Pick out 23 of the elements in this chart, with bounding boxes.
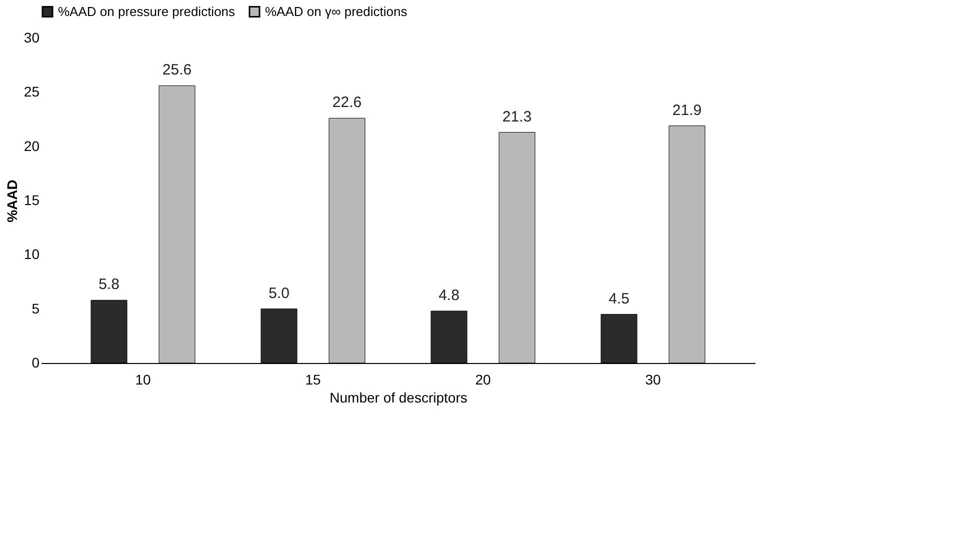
legend-label: %AAD on pressure predictions — [58, 4, 236, 19]
x-tick-label: 15 — [305, 372, 321, 388]
x-tick-label: 30 — [645, 372, 661, 388]
y-tick-label: 20 — [24, 138, 40, 154]
data-label: 25.6 — [162, 62, 192, 79]
y-tick-label: 10 — [24, 246, 40, 262]
y-tick-label: 30 — [24, 30, 40, 46]
data-label: 21.3 — [502, 108, 532, 126]
y-tick-label: 0 — [32, 354, 40, 370]
x-tick-label: 10 — [135, 372, 151, 388]
y-axis-title: %AAD — [4, 180, 20, 222]
x-tick-label: 20 — [475, 372, 491, 388]
y-tick-label: 25 — [24, 84, 40, 100]
data-label: 5.8 — [98, 276, 120, 294]
legend-label: %AAD on γ∞ predictions — [265, 4, 408, 19]
data-label: 4.8 — [438, 287, 460, 304]
y-tick-label: 5 — [32, 300, 40, 316]
data-label: 4.5 — [608, 290, 630, 308]
data-label: 21.9 — [672, 102, 702, 119]
y-tick-label: 15 — [24, 192, 40, 208]
x-axis-title: Number of descriptors — [330, 390, 468, 406]
data-label: 22.6 — [332, 94, 362, 112]
data-label: 5.0 — [268, 284, 290, 302]
